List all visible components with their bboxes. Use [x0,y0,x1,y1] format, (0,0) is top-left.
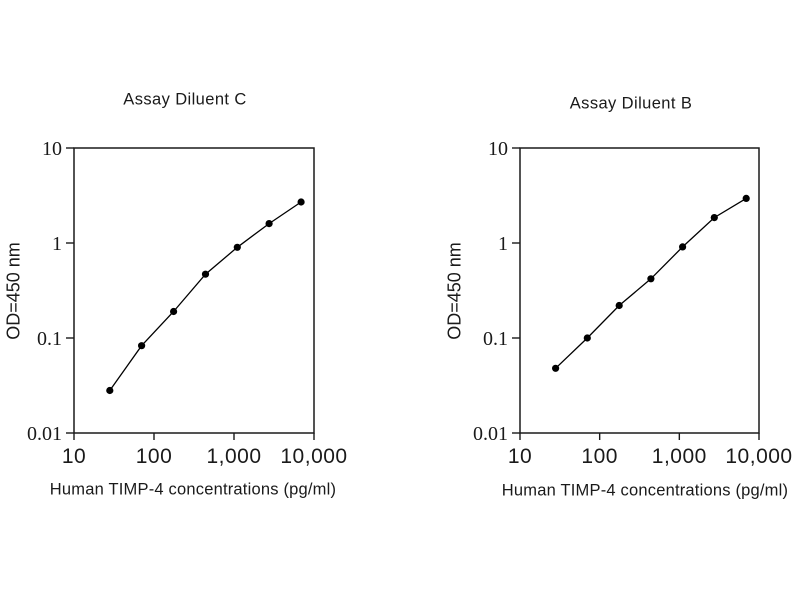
data-point [297,198,305,206]
y-tick-label: 0.1 [37,328,62,350]
chart-b-x-axis-label: Human TIMP-4 concentrations (pg/ml) [501,481,789,500]
x-tick-label: 10,000 [280,445,347,468]
y-tick-label: 0.1 [483,328,508,350]
x-tick-label: 10,000 [725,445,792,468]
plot-box [519,147,760,434]
data-point [106,386,114,395]
series-line [555,197,747,369]
x-tick-label: 1,000 [652,445,707,468]
y-tick-label: 0.01 [473,423,508,445]
chart-b-y-axis-label: OD=450 nm [444,242,465,340]
data-point [679,243,687,251]
data-point [233,243,241,251]
x-tick-label: 1,000 [206,445,261,468]
data-point [583,334,591,342]
x-tick-label: 100 [136,445,173,468]
data-point [742,194,750,202]
x-tick-label: 10 [62,445,86,468]
data-point [615,301,623,310]
x-tick-label: 10 [508,445,532,468]
x-tick-label: 100 [581,445,618,468]
series-line [109,201,302,391]
chart-c-title: Assay Diluent C [123,90,247,109]
data-point [647,275,655,283]
y-tick-label: 10 [42,138,62,160]
chart-1: 10 100 1,000 10,000 10 1 0.1 0.01 [473,138,792,468]
data-point [138,342,146,350]
data-point [170,307,178,316]
chart-0: 10 100 1,000 10,000 10 1 0.1 0.01 [27,138,347,468]
data-point [265,220,273,228]
y-tick-label: 10 [488,138,508,160]
chart-c-x-axis-label: Human TIMP-4 concentrations (pg/ml) [49,480,337,499]
chart-c-y-axis-label: OD=450 nm [3,242,24,340]
y-tick-label: 1 [52,233,62,255]
data-point [710,214,718,222]
plot-box [73,147,315,434]
data-point [552,364,560,372]
y-tick-label: 1 [498,233,508,255]
y-tick-label: 0.01 [27,423,62,445]
chart-b-title: Assay Diluent B [569,94,693,113]
data-point [201,270,210,278]
